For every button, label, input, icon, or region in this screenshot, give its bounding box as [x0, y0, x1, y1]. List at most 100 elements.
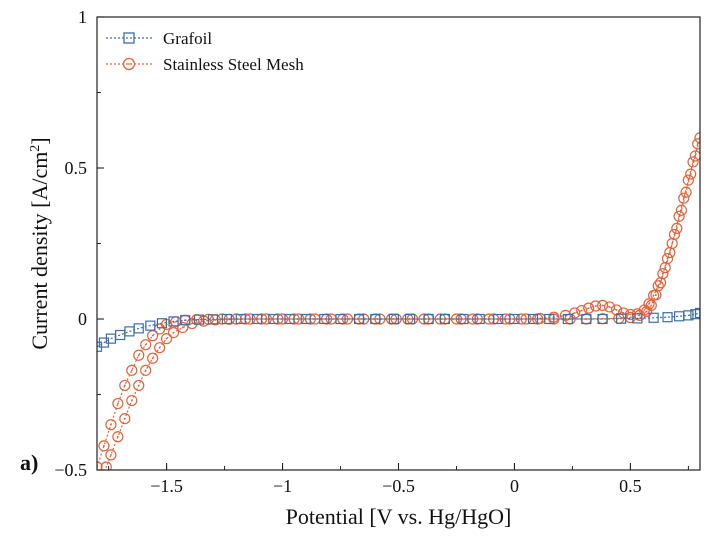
y-axis-label-superscript: 2 [28, 145, 43, 152]
ssm-forward-point [126, 364, 138, 376]
grafoil-point [193, 314, 205, 325]
ssm-forward-point-dot [652, 294, 655, 297]
plot-frame [96, 16, 701, 471]
ssm-forward-point [105, 419, 117, 431]
ssm-return-point-dot [130, 399, 133, 402]
ssm-forward-point-dot [594, 305, 597, 307]
y-axis-label-tail: ] [27, 137, 52, 144]
ssm-return-point [119, 413, 131, 425]
grafoil-point [133, 323, 144, 334]
grafoil-point [319, 313, 330, 325]
ssm-return-point-dot [144, 369, 147, 372]
y-axis-label-main: Current density [A/cm [27, 152, 52, 350]
grafoil-point [156, 318, 168, 329]
grafoil-point [509, 313, 520, 325]
grafoil-point [335, 313, 346, 325]
grafoil-point [235, 313, 246, 325]
ssm-forward-point-dot [666, 257, 669, 260]
ssm-forward-point [675, 204, 688, 216]
ssm-return-point-dot [638, 314, 641, 317]
ssm-forward-point-dot [110, 423, 112, 426]
ssm-return-point [147, 352, 159, 364]
ssm-forward-point-dot [116, 402, 119, 405]
grafoil-point [423, 313, 434, 325]
ssm-forward-point-dot [137, 354, 140, 357]
ssm-return-point-dot [214, 319, 217, 321]
ssm-return-point-dot [181, 326, 184, 329]
grafoil-point [694, 307, 700, 319]
ssm-return-point-dot [116, 435, 119, 438]
legend: Grafoil Stainless Steel Mesh [106, 29, 304, 74]
ssm-return-point-dot [105, 466, 108, 468]
grafoil-point [145, 320, 156, 331]
grafoil-point [268, 313, 279, 325]
ssm-return-point-dot [151, 357, 154, 360]
ssm-forward-point-dot [601, 304, 604, 307]
ssm-forward-point [685, 168, 697, 180]
ssm-return-point-dot [617, 317, 620, 320]
grafoil-point [115, 329, 126, 341]
ssm-forward-point [112, 397, 124, 410]
grafoil-point [439, 313, 450, 325]
y-tick-label: 1 [78, 7, 87, 27]
grafoil-line [97, 312, 700, 348]
grafoil-point [562, 313, 573, 325]
grafoil-point [353, 313, 365, 325]
ssm-return-point [100, 461, 112, 470]
grafoil-point [616, 313, 627, 324]
ssm-return-point-dot [655, 293, 657, 296]
ssm-forward-point [98, 440, 110, 452]
ssm-forward-point-dot [622, 312, 625, 314]
ssm-forward-point [590, 300, 602, 312]
x-axis-label: Potential [V vs. Hg/HgO] [286, 504, 512, 529]
ssm-forward-point [603, 301, 616, 313]
ssm-return-point [678, 192, 690, 204]
ssm-return-point [682, 174, 695, 186]
grafoil-point [404, 313, 416, 325]
ssm-forward-point-dot [629, 313, 632, 316]
ssm-forward-point-dot [123, 384, 126, 387]
ssm-return-point-dot [659, 281, 662, 284]
grafoil-point [662, 312, 673, 323]
panel-label: a) [20, 450, 38, 475]
ssm-forward-point-dot [689, 173, 692, 175]
ssm-return-point [160, 333, 173, 345]
grafoil-point [597, 313, 608, 325]
ssm-forward-point [133, 349, 145, 361]
legend-entry-stainless-steel-mesh: Stainless Steel Mesh [106, 55, 304, 74]
grafoil-point [370, 313, 381, 325]
ssm-return-point-dot [358, 318, 360, 320]
ssm-return-point-dot [341, 318, 344, 320]
ssm-return-point-dot [325, 318, 328, 320]
ssm-return-point-dot [390, 318, 393, 320]
grafoil-point [474, 313, 485, 325]
legend-grafoil-marker [123, 32, 135, 44]
grafoil-point [493, 313, 504, 325]
ssm-return-point [133, 379, 145, 392]
x-tick-label: −1.5 [150, 476, 183, 496]
ssm-forward-point [140, 339, 152, 351]
ssm-return-point-dot [692, 161, 694, 163]
ssm-return-point [668, 228, 681, 241]
legend-ssm-label: Stainless Steel Mesh [163, 55, 304, 74]
ssm-return-point-dot [601, 317, 604, 320]
ssm-return-point [167, 326, 180, 339]
grafoil-point [388, 313, 399, 325]
ssm-forward-point-dot [151, 334, 154, 337]
grafoil-point [300, 313, 311, 325]
ssm-forward-point-dot [615, 309, 618, 311]
ssm-forward-point-dot [643, 309, 646, 311]
legend-ssm-marker-dot [128, 63, 130, 65]
grafoil-point [180, 315, 191, 326]
legend-entry-grafoil: Grafoil [106, 29, 212, 48]
ssm-forward-point-dot [103, 444, 105, 447]
ssm-return-point-dot [664, 266, 667, 269]
y-axis-label: Current density [A/cm2] [27, 137, 52, 349]
ssm-forward-point-dot [573, 312, 576, 314]
ssm-return-point [105, 449, 117, 461]
ssm-return-point-dot [682, 197, 685, 200]
ssm-forward-point-dot [587, 307, 590, 310]
ssm-forward-point-dot [675, 227, 678, 230]
ssm-return-point [126, 394, 138, 407]
ssm-return-point-dot [645, 310, 648, 313]
